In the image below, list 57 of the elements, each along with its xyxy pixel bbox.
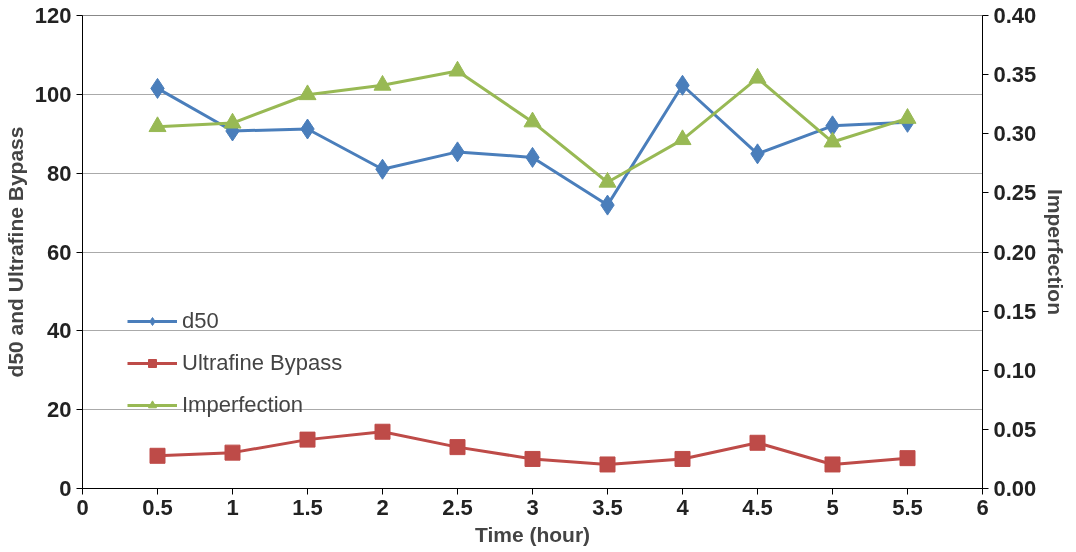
y-tick-label: 60 <box>47 239 72 265</box>
y2-tick-label: 0.05 <box>993 416 1037 442</box>
point <box>749 434 766 451</box>
y-tick-label: 120 <box>34 3 72 28</box>
y2-tick-label: 0.40 <box>993 3 1037 28</box>
x-axis-title: Time (hour) <box>474 522 591 546</box>
point <box>374 423 391 440</box>
point <box>898 108 917 124</box>
legend-label: Ultrafine Bypass <box>182 350 343 376</box>
x-tick-label: 4.5 <box>742 494 773 520</box>
y-tick-label: 80 <box>47 160 72 186</box>
legend-label: d50 <box>182 308 219 334</box>
y-tick-label: 20 <box>47 397 72 423</box>
x-tick-label: 3.5 <box>592 494 623 520</box>
y-tick-label: 40 <box>47 318 72 344</box>
x-tick-label: 6 <box>976 494 989 520</box>
point <box>598 171 617 188</box>
point <box>823 131 842 148</box>
point <box>223 112 242 129</box>
point <box>298 84 317 101</box>
y-axis-title: d50 and Ultrafine Bypass <box>3 126 27 378</box>
y2-tick-label: 0.00 <box>993 476 1037 501</box>
y2-tick-label: 0.20 <box>993 239 1037 265</box>
y2-tick-label: 0.25 <box>993 180 1037 206</box>
point <box>899 450 916 467</box>
point <box>674 450 691 467</box>
y2-tick-label: 0.10 <box>993 357 1037 383</box>
x-tick-label: 1 <box>226 494 239 520</box>
x-tick-label: 0.5 <box>142 494 173 520</box>
point <box>448 60 467 77</box>
point <box>673 129 692 146</box>
point <box>824 456 841 473</box>
y2-tick-label: 0.15 <box>993 298 1037 324</box>
point <box>748 67 767 84</box>
x-tick-label: 2 <box>376 494 389 520</box>
x-tick-label: 1.5 <box>292 494 323 520</box>
point <box>149 447 166 464</box>
x-tick-label: 5.5 <box>892 494 923 520</box>
y2-tick-label: 0.30 <box>993 121 1037 147</box>
point <box>299 431 316 448</box>
y-tick-label: 0 <box>59 476 72 501</box>
x-tick-label: 5 <box>826 494 839 520</box>
y2-axis-title: Imperfection <box>1044 188 1068 316</box>
point <box>373 74 392 91</box>
x-tick-label: 2.5 <box>442 494 473 520</box>
x-tick-label: 0 <box>76 494 89 520</box>
point <box>148 116 167 133</box>
x-tick-label: 4 <box>676 494 690 520</box>
y-tick-label: 100 <box>34 81 72 107</box>
point <box>224 444 241 461</box>
y2-tick-label: 0.35 <box>993 62 1037 88</box>
point <box>524 450 541 467</box>
point <box>449 439 466 456</box>
point <box>523 111 542 128</box>
point <box>599 456 616 473</box>
legend-label: Imperfection <box>182 392 304 418</box>
x-tick-label: 3 <box>526 494 539 520</box>
